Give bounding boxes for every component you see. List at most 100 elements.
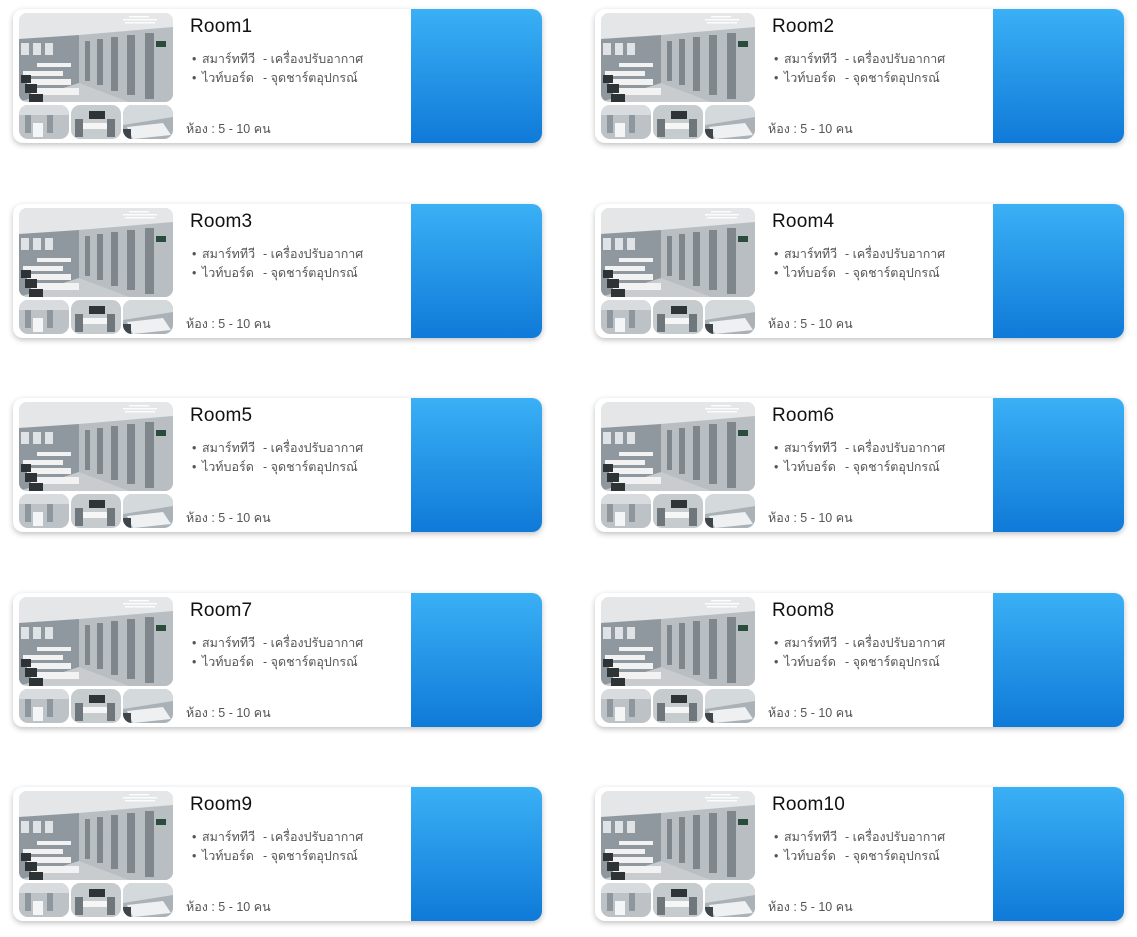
- room-feature-row: • สมาร์ททีวี - เครื่องปรับอากาศ: [774, 49, 945, 69]
- room-thumbnail-2[interactable]: [71, 689, 121, 723]
- room-thumbnail-2[interactable]: [71, 300, 121, 334]
- room-thumbnail-2[interactable]: [653, 300, 703, 334]
- room-main-photo[interactable]: [19, 208, 173, 297]
- room-thumbnail-3[interactable]: [123, 689, 173, 723]
- room-thumbnail-1[interactable]: [19, 883, 69, 917]
- room-title: Room5: [190, 405, 253, 426]
- room-thumbnail-1[interactable]: [601, 300, 651, 334]
- room-main-photo[interactable]: [601, 208, 755, 297]
- room-thumbnail-1[interactable]: [19, 689, 69, 723]
- room-capacity: ห้อง : 5 - 10 คน: [186, 317, 271, 331]
- room-capacity: ห้อง : 5 - 10 คน: [768, 900, 853, 914]
- room-main-photo[interactable]: [601, 597, 755, 686]
- room-select-panel[interactable]: [411, 204, 542, 338]
- room-feature-row: • ไวท์บอร์ด - จุดชาร์ตอุปกรณ์: [774, 263, 940, 283]
- feature-item: ไวท์บอร์ด: [202, 71, 254, 85]
- feature-item: เครื่องปรับอากาศ: [852, 830, 946, 844]
- room-select-panel[interactable]: [993, 204, 1124, 338]
- room-card-4[interactable]: Room4 • สมาร์ททีวี - เครื่องปรับอากาศ • ไว…: [595, 204, 1124, 338]
- room-select-panel[interactable]: [411, 398, 542, 532]
- room-card-8[interactable]: Room8 • สมาร์ททีวี - เครื่องปรับอากาศ • ไว…: [595, 593, 1124, 727]
- room-select-panel[interactable]: [411, 9, 542, 143]
- bullet-icon: •: [774, 849, 779, 863]
- room-thumbnails: [601, 300, 757, 334]
- room-card-3[interactable]: Room3 • สมาร์ททีวี - เครื่องปรับอากาศ • ไว…: [13, 204, 542, 338]
- room-main-photo[interactable]: [601, 402, 755, 491]
- feature-item: ไวท์บอร์ด: [784, 460, 836, 474]
- room-thumbnail-1[interactable]: [601, 105, 651, 139]
- dash-icon: -: [845, 266, 853, 280]
- bullet-icon: •: [192, 71, 197, 85]
- bullet-icon: •: [774, 52, 779, 66]
- room-thumbnail-3[interactable]: [705, 300, 755, 334]
- room-card-9[interactable]: Room9 • สมาร์ททีวี - เครื่องปรับอากาศ • ไว…: [13, 787, 542, 921]
- room-thumbnail-3[interactable]: [705, 494, 755, 528]
- feature-item: ไวท์บอร์ด: [202, 655, 254, 669]
- room-thumbnail-1[interactable]: [19, 300, 69, 334]
- room-select-panel[interactable]: [993, 398, 1124, 532]
- room-card-5[interactable]: Room5 • สมาร์ททีวี - เครื่องปรับอากาศ • ไว…: [13, 398, 542, 532]
- dash-icon: -: [845, 655, 853, 669]
- room-thumbnail-2[interactable]: [653, 689, 703, 723]
- room-thumbnail-2[interactable]: [653, 494, 703, 528]
- room-main-photo[interactable]: [19, 791, 173, 880]
- dash-icon: -: [263, 655, 271, 669]
- room-title: Room3: [190, 211, 253, 232]
- room-title: Room2: [772, 16, 835, 37]
- room-card-6[interactable]: Room6 • สมาร์ททีวี - เครื่องปรับอากาศ • ไว…: [595, 398, 1124, 532]
- dash-icon: -: [845, 441, 853, 455]
- room-card-1[interactable]: Room1 • สมาร์ททีวี - เครื่องปรับอากาศ • ไว…: [13, 9, 542, 143]
- room-thumbnail-3[interactable]: [123, 494, 173, 528]
- feature-item: เครื่องปรับอากาศ: [270, 636, 364, 650]
- room-card-2[interactable]: Room2 • สมาร์ททีวี - เครื่องปรับอากาศ • ไว…: [595, 9, 1124, 143]
- room-thumbnail-3[interactable]: [705, 689, 755, 723]
- room-card-7[interactable]: Room7 • สมาร์ททีวี - เครื่องปรับอากาศ • ไว…: [13, 593, 542, 727]
- room-feature-row: • ไวท์บอร์ด - จุดชาร์ตอุปกรณ์: [774, 846, 940, 866]
- feature-item: เครื่องปรับอากาศ: [852, 441, 946, 455]
- room-capacity: ห้อง : 5 - 10 คน: [768, 706, 853, 720]
- room-main-photo[interactable]: [19, 597, 173, 686]
- room-feature-row: • สมาร์ททีวี - เครื่องปรับอากาศ: [192, 244, 363, 264]
- feature-item: เครื่องปรับอากาศ: [852, 636, 946, 650]
- room-card-10[interactable]: Room10 • สมาร์ททีวี - เครื่องปรับอากาศ • ไ…: [595, 787, 1124, 921]
- room-main-photo[interactable]: [19, 402, 173, 491]
- room-main-photo[interactable]: [601, 791, 755, 880]
- feature-item: สมาร์ททีวี: [202, 441, 256, 455]
- room-thumbnail-2[interactable]: [71, 105, 121, 139]
- room-thumbnail-1[interactable]: [601, 494, 651, 528]
- room-thumbnail-3[interactable]: [705, 883, 755, 917]
- room-select-panel[interactable]: [993, 9, 1124, 143]
- room-thumbnails: [19, 300, 175, 334]
- room-thumbnails: [601, 494, 757, 528]
- room-thumbnail-2[interactable]: [71, 883, 121, 917]
- room-thumbnail-1[interactable]: [19, 105, 69, 139]
- room-thumbnail-2[interactable]: [653, 883, 703, 917]
- feature-item: จุดชาร์ตอุปกรณ์: [852, 71, 940, 85]
- room-main-photo[interactable]: [601, 13, 755, 102]
- room-select-panel[interactable]: [993, 593, 1124, 727]
- room-feature-row: • สมาร์ททีวี - เครื่องปรับอากาศ: [192, 49, 363, 69]
- room-thumbnails: [601, 883, 757, 917]
- feature-item: เครื่องปรับอากาศ: [270, 52, 364, 66]
- bullet-icon: •: [192, 849, 197, 863]
- room-select-panel[interactable]: [993, 787, 1124, 921]
- room-thumbnail-2[interactable]: [71, 494, 121, 528]
- feature-item: สมาร์ททีวี: [784, 52, 838, 66]
- room-select-panel[interactable]: [411, 593, 542, 727]
- room-capacity: ห้อง : 5 - 10 คน: [768, 317, 853, 331]
- room-feature-row: • สมาร์ททีวี - เครื่องปรับอากาศ: [774, 633, 945, 653]
- room-thumbnail-1[interactable]: [601, 689, 651, 723]
- room-main-photo[interactable]: [19, 13, 173, 102]
- room-thumbnails: [19, 883, 175, 917]
- room-thumbnail-3[interactable]: [705, 105, 755, 139]
- room-thumbnail-2[interactable]: [653, 105, 703, 139]
- room-capacity: ห้อง : 5 - 10 คน: [186, 706, 271, 720]
- room-thumbnail-3[interactable]: [123, 105, 173, 139]
- room-select-panel[interactable]: [411, 787, 542, 921]
- room-thumbnail-3[interactable]: [123, 300, 173, 334]
- room-thumbnail-1[interactable]: [19, 494, 69, 528]
- room-thumbnail-3[interactable]: [123, 883, 173, 917]
- room-thumbnail-1[interactable]: [601, 883, 651, 917]
- room-feature-row: • ไวท์บอร์ด - จุดชาร์ตอุปกรณ์: [774, 68, 940, 88]
